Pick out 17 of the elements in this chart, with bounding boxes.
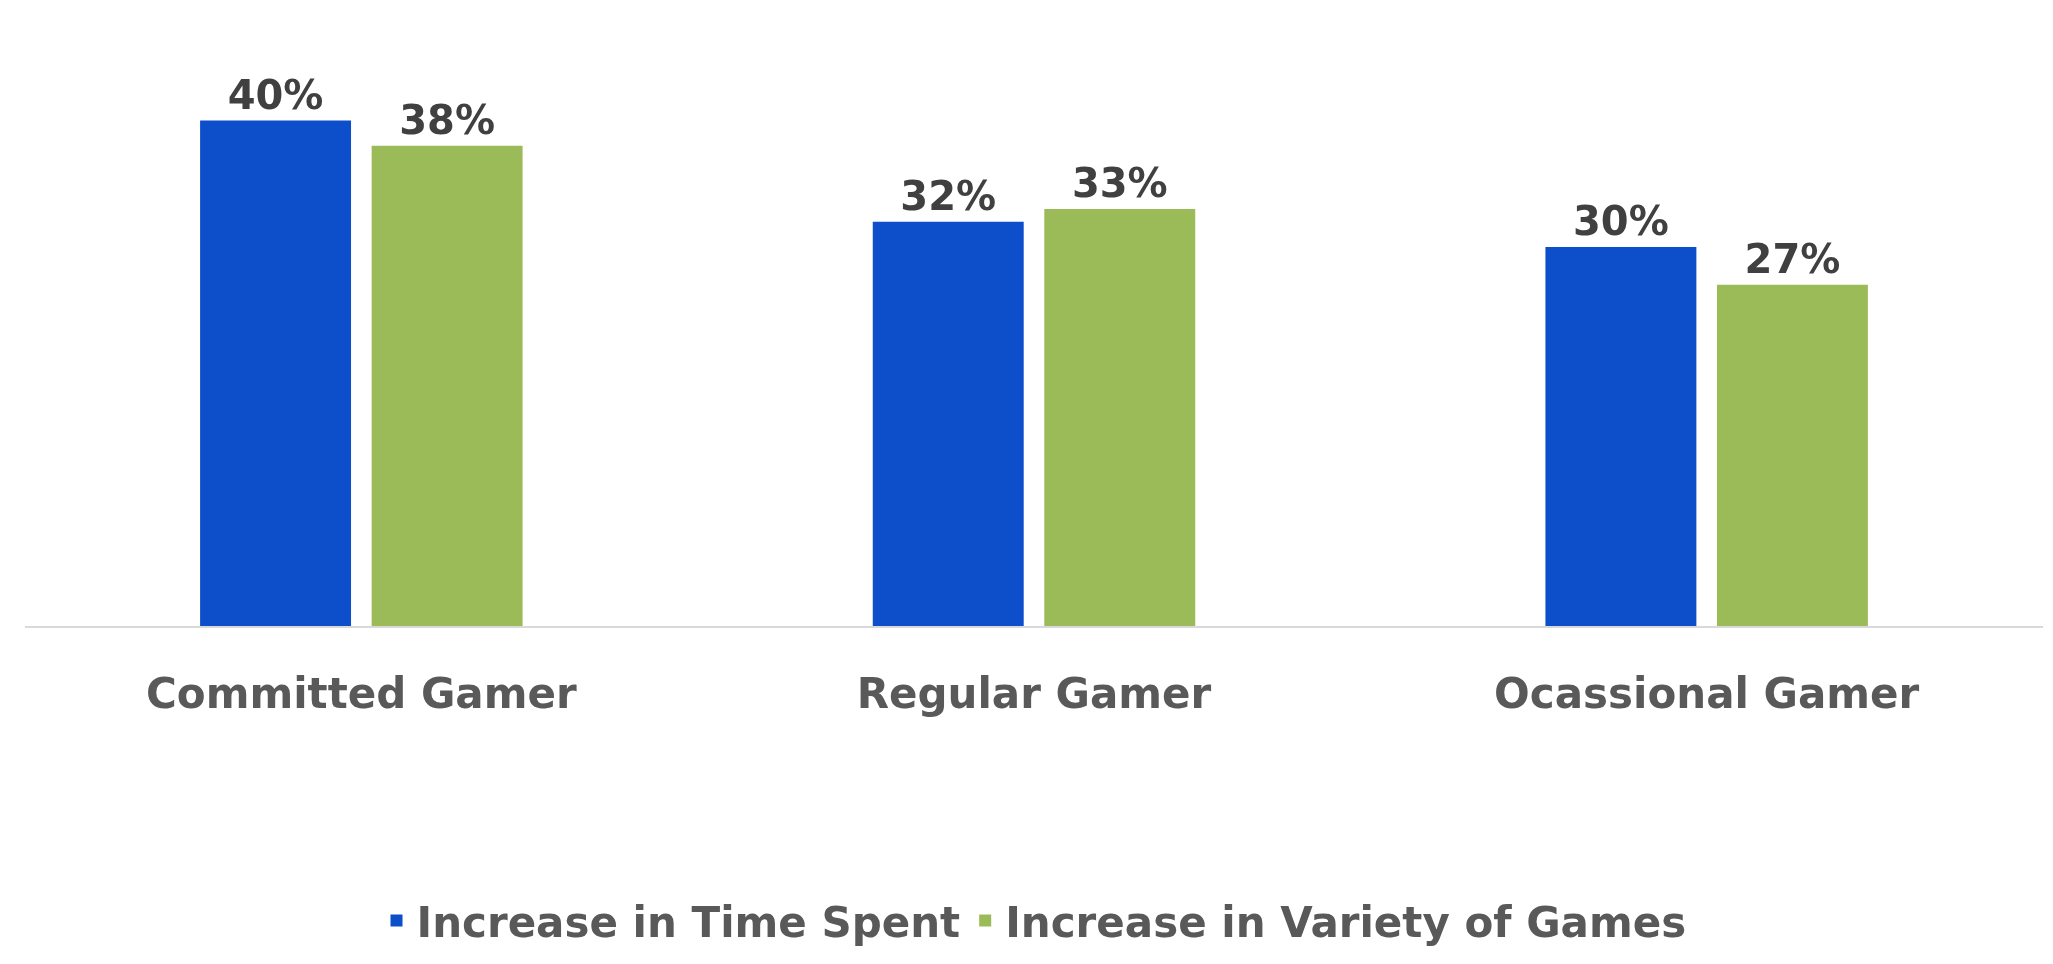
bar (1545, 246, 1697, 626)
bar (1716, 284, 1868, 626)
data-label: 40% (227, 71, 324, 118)
legend-label: Increase in Time Spent (416, 897, 961, 947)
data-label: 38% (399, 96, 495, 143)
data-label: 30% (1573, 197, 1669, 244)
x-tick-label: Regular Gamer (856, 669, 1212, 719)
x-tick-label: Ocassional Gamer (1494, 669, 1920, 719)
bar (872, 221, 1024, 626)
bar (1044, 209, 1196, 626)
data-label: 27% (1744, 235, 1841, 282)
legend-label: Increase in Variety of Games (1005, 897, 1687, 947)
bar (371, 145, 523, 626)
data-label: 33% (1071, 160, 1168, 206)
data-label: 32% (900, 172, 997, 219)
x-tick-label: Committed Gamer (145, 669, 577, 719)
bar (200, 120, 352, 626)
